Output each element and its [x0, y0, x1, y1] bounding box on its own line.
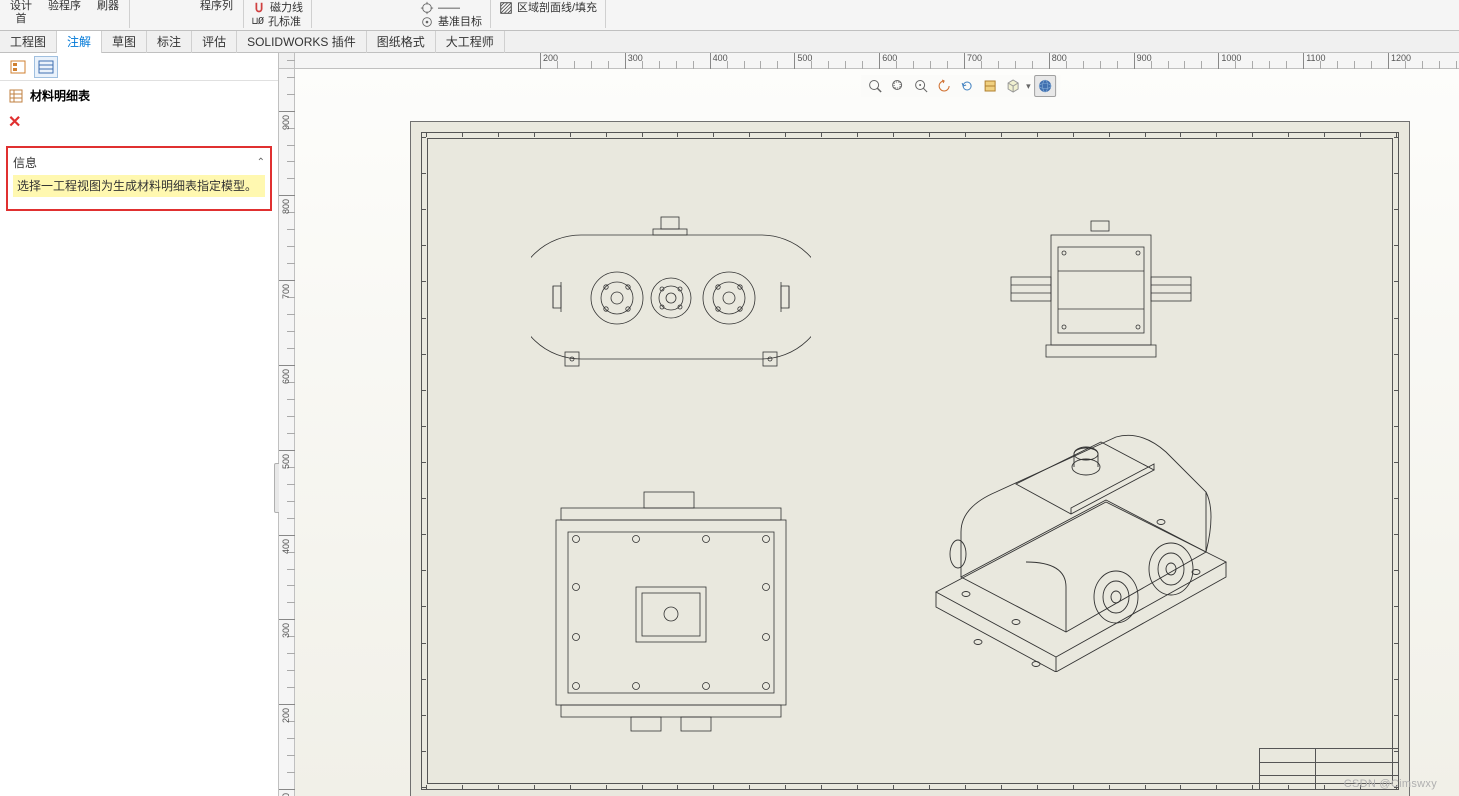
label: 基准目标: [438, 15, 482, 29]
separator: [490, 0, 491, 28]
panel-tab-row: [0, 53, 278, 81]
zoom-select-button[interactable]: [911, 76, 931, 96]
zoom-area-button[interactable]: [888, 76, 908, 96]
zoom-area-icon: [890, 78, 906, 94]
label: 程序列: [200, 0, 233, 13]
side-view[interactable]: [996, 217, 1206, 367]
main-area: 材料明细表 ✕ 信息 ⌃ 选择一工程视图为生成材料明细表指定模型。 200300…: [0, 53, 1459, 796]
separator: [129, 0, 130, 28]
undo-view-button[interactable]: [957, 76, 977, 96]
ribbon-btn-hole[interactable]: ⊔Ø 孔标准: [246, 15, 309, 29]
view-toolbar: ▾: [861, 75, 1060, 97]
ribbon-btn-hatch[interactable]: 区域剖面线/填充: [493, 1, 603, 15]
tab-SOLIDWORKS 插件[interactable]: SOLIDWORKS 插件: [237, 31, 367, 53]
canvas: 2003004005006007008009001000110012001300…: [279, 53, 1459, 796]
label: 刷器: [97, 0, 119, 13]
info-title: 信息: [13, 154, 37, 171]
isometric-view[interactable]: [906, 412, 1246, 672]
zoom-select-icon: [913, 78, 929, 94]
section-icon: [982, 78, 998, 94]
ribbon-btn-seqlist[interactable]: 程序列: [192, 0, 241, 13]
label: ——: [438, 1, 460, 15]
command-tabs: 工程图注解草图标注评估SOLIDWORKS 插件图纸格式大工程师: [0, 31, 1459, 53]
separator: [311, 0, 312, 28]
tab-草图[interactable]: 草图: [102, 31, 147, 53]
ruler-corner: [279, 53, 295, 69]
zoom-fit-button[interactable]: [865, 76, 885, 96]
tab-标注[interactable]: 标注: [147, 31, 192, 53]
property-panel: 材料明细表 ✕ 信息 ⌃ 选择一工程视图为生成材料明细表指定模型。: [0, 53, 279, 796]
globe-button[interactable]: [1034, 75, 1056, 97]
separator: [605, 0, 606, 28]
rotate-icon: [936, 78, 952, 94]
feature-tree-tab[interactable]: [6, 56, 30, 78]
cube-icon: [1005, 78, 1021, 94]
label: 验程序: [48, 0, 81, 13]
dropdown-caret-icon[interactable]: ▾: [1026, 81, 1031, 92]
info-box: 信息 ⌃ 选择一工程视图为生成材料明细表指定模型。: [6, 146, 272, 211]
property-tab[interactable]: [34, 56, 58, 78]
section-view-button[interactable]: [980, 76, 1000, 96]
tab-注解[interactable]: 注解: [57, 31, 102, 53]
label: 设计: [10, 0, 32, 13]
panel-title-row: 材料明细表: [0, 81, 278, 110]
ribbon-btn-design[interactable]: 设计 首: [2, 0, 40, 26]
ribbon-btn-brush[interactable]: 刷器: [89, 0, 127, 13]
info-message: 选择一工程视图为生成材料明细表指定模型。: [13, 175, 265, 197]
tab-评估[interactable]: 评估: [192, 31, 237, 53]
separator: [243, 0, 244, 28]
ribbon-btn-magnet[interactable]: 磁力线: [246, 1, 309, 15]
label: 区域剖面线/填充: [517, 1, 597, 15]
top-view[interactable]: [536, 487, 806, 737]
shaded-button[interactable]: [1003, 76, 1023, 96]
bom-icon: [8, 88, 24, 104]
magnet-icon: [252, 1, 266, 15]
ribbon-btn-datum1[interactable]: ——: [414, 1, 488, 15]
label: 孔标准: [268, 15, 301, 29]
properties-icon: [38, 60, 54, 74]
undo-icon: [959, 78, 975, 94]
hatch-icon: [499, 1, 513, 15]
vertical-ruler: 100200300400500600700800900: [279, 69, 295, 796]
tab-工程图[interactable]: 工程图: [0, 31, 57, 53]
close-icon[interactable]: ✕: [8, 114, 21, 131]
ribbon-toolbar: 设计 首 验程序 刷器 程序列 磁力线 ⊔Ø 孔标准 —— 基准目标: [0, 0, 1459, 31]
ribbon-btn-validate[interactable]: 验程序: [40, 0, 89, 13]
label: 首: [16, 13, 27, 26]
tree-icon: [10, 60, 26, 74]
zoom-fit-icon: [867, 78, 883, 94]
panel-title: 材料明细表: [30, 87, 90, 104]
target-icon: [420, 1, 434, 15]
drawing-sheet[interactable]: [410, 121, 1410, 796]
horizontal-ruler: 2003004005006007008009001000110012001300: [295, 53, 1459, 69]
tab-图纸格式[interactable]: 图纸格式: [367, 31, 436, 53]
front-view[interactable]: [531, 212, 811, 372]
watermark: CSDN @Cimswxy: [1344, 778, 1437, 790]
ribbon-btn-datum[interactable]: 基准目标: [414, 15, 488, 29]
tab-大工程师[interactable]: 大工程师: [436, 31, 505, 53]
drawing-area[interactable]: ▾: [295, 69, 1459, 796]
datum-icon: [420, 15, 434, 29]
label: 磁力线: [270, 1, 303, 15]
panel-close-row: ✕: [0, 110, 278, 142]
hole-icon: ⊔Ø: [252, 15, 264, 29]
rotate-view-button[interactable]: [934, 76, 954, 96]
collapse-caret-icon[interactable]: ⌃: [257, 157, 265, 168]
globe-icon: [1037, 78, 1053, 94]
